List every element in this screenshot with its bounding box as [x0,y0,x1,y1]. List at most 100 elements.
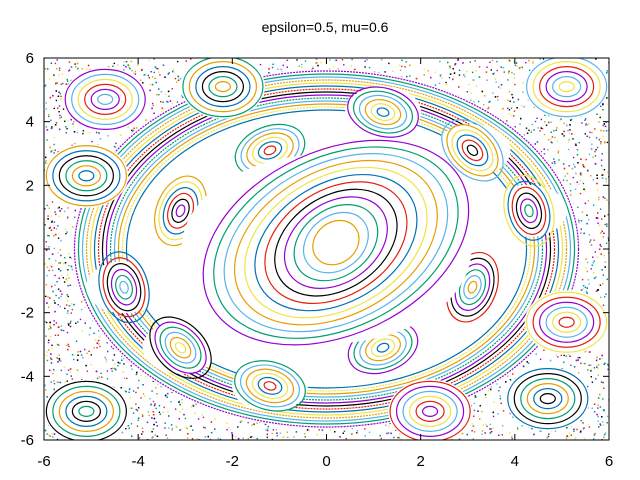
island-orbit [421,405,439,417]
island-orbit [240,364,300,408]
island-orbit [370,338,396,357]
island-orbit [77,78,133,120]
y-tick-label: 6 [26,50,34,67]
island-orbit [188,61,258,113]
island-orbit [532,296,601,348]
central-orbit [264,181,408,305]
island-orbit [395,385,465,437]
chart-title: epsilon=0.5, mu=0.6 [262,19,389,35]
island-orbit [389,380,471,440]
resonance-island [345,86,421,139]
island-orbit [364,98,402,126]
island-orbit [234,360,306,412]
central-orbit [244,166,428,319]
island-orbit [45,380,127,440]
invariant-curve [101,91,552,407]
island-orbit [149,316,212,379]
x-axis: -6 -4 -2 0 2 4 6 [37,58,613,470]
corner-island [180,58,265,119]
central-orbit [274,188,398,297]
corner-island [388,379,473,440]
island-orbit [102,257,146,318]
island-orbit [84,83,127,115]
central-orbit [254,173,418,312]
island-orbit [45,145,127,207]
island-orbit [208,76,238,98]
x-tick-label: 2 [416,453,424,470]
island-orbit [71,73,140,125]
island-orbit [456,134,489,167]
resonance-island [86,251,163,324]
island-orbit [71,165,101,187]
island-orbit [507,368,589,430]
y-tick-label: 0 [26,241,34,258]
outer-invariant-curves [73,70,580,428]
island-orbit [245,368,295,404]
island-orbit [58,390,114,432]
x-tick-label: 0 [322,453,330,470]
island-orbit [175,204,186,218]
island-orbit [263,381,277,391]
central-orbit [293,203,379,282]
island-orbit [110,268,138,306]
corner-island [63,67,148,132]
island-orbit [441,119,504,182]
island-orbit [52,150,121,202]
corner-island [44,143,129,208]
invariant-curve [113,100,540,398]
island-orbit [52,385,121,437]
plot-area [44,58,609,440]
corner-island [524,58,609,119]
island-orbit [154,321,207,374]
central-orbit [202,139,470,346]
y-axis: -6 -4 -2 0 2 4 6 [21,50,609,449]
invariant-curve [125,109,528,389]
island-orbit [251,372,289,400]
island-orbit [119,280,129,294]
island-orbit [415,400,445,422]
island-orbit [515,192,543,230]
island-orbit [539,66,595,108]
island-orbit [503,174,555,247]
island-orbit [520,198,538,224]
island-orbit [65,395,108,427]
island-orbit [545,306,588,338]
island-orbit [376,342,390,353]
island-orbit [532,61,601,113]
invariant-curve [105,94,548,404]
island-orbit [353,90,413,134]
invariant-curve [89,82,564,416]
island-orbit [408,395,452,427]
island-orbit [174,341,187,354]
central-orbit [213,146,459,339]
island-orbit [558,81,575,93]
island-orbit [467,280,478,294]
island-orbit [65,160,108,192]
x-tick-label: 4 [511,453,519,470]
island-orbit [511,186,547,235]
island-orbit [98,251,150,324]
island-orbit [539,301,595,343]
central-island [181,139,472,346]
invariant-curve [77,73,576,425]
island-orbit [263,145,277,156]
island-orbit [182,58,264,118]
island-orbit [358,94,408,130]
invariant-curve [93,85,560,413]
corner-island [505,366,590,431]
central-orbit [223,153,449,333]
invariant-curve [81,76,572,422]
x-tick-label: 6 [605,453,613,470]
island-orbit [78,405,95,417]
island-orbit [526,58,608,118]
central-orbit [312,219,360,266]
island-orbit [552,311,582,333]
island-orbit [526,383,569,415]
island-orbit [201,71,245,103]
island-orbit [451,129,494,172]
island-orbit [159,326,202,369]
island-orbit [169,336,192,359]
island-orbit [533,388,563,410]
island-orbit [461,139,484,162]
island-orbit [90,88,120,110]
